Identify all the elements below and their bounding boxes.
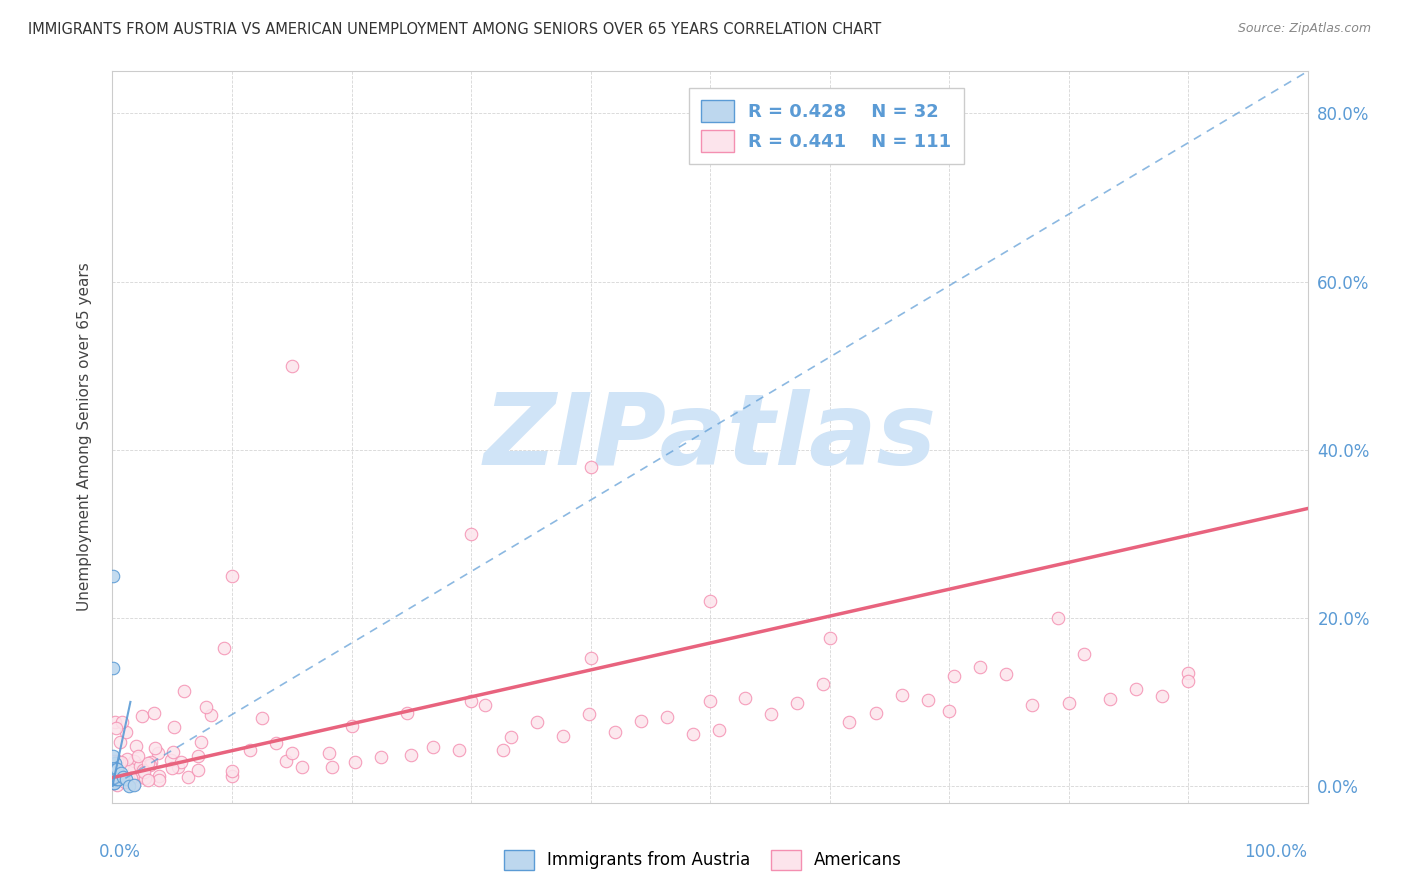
Text: 0.0%: 0.0%	[98, 843, 141, 861]
Text: 100.0%: 100.0%	[1244, 843, 1308, 861]
Legend: Immigrants from Austria, Americans: Immigrants from Austria, Americans	[498, 843, 908, 877]
Text: Source: ZipAtlas.com: Source: ZipAtlas.com	[1237, 22, 1371, 36]
Text: IMMIGRANTS FROM AUSTRIA VS AMERICAN UNEMPLOYMENT AMONG SENIORS OVER 65 YEARS COR: IMMIGRANTS FROM AUSTRIA VS AMERICAN UNEM…	[28, 22, 882, 37]
Y-axis label: Unemployment Among Seniors over 65 years: Unemployment Among Seniors over 65 years	[77, 263, 91, 611]
Text: ZIPatlas: ZIPatlas	[484, 389, 936, 485]
Legend: R = 0.428    N = 32, R = 0.441    N = 111: R = 0.428 N = 32, R = 0.441 N = 111	[689, 87, 965, 164]
